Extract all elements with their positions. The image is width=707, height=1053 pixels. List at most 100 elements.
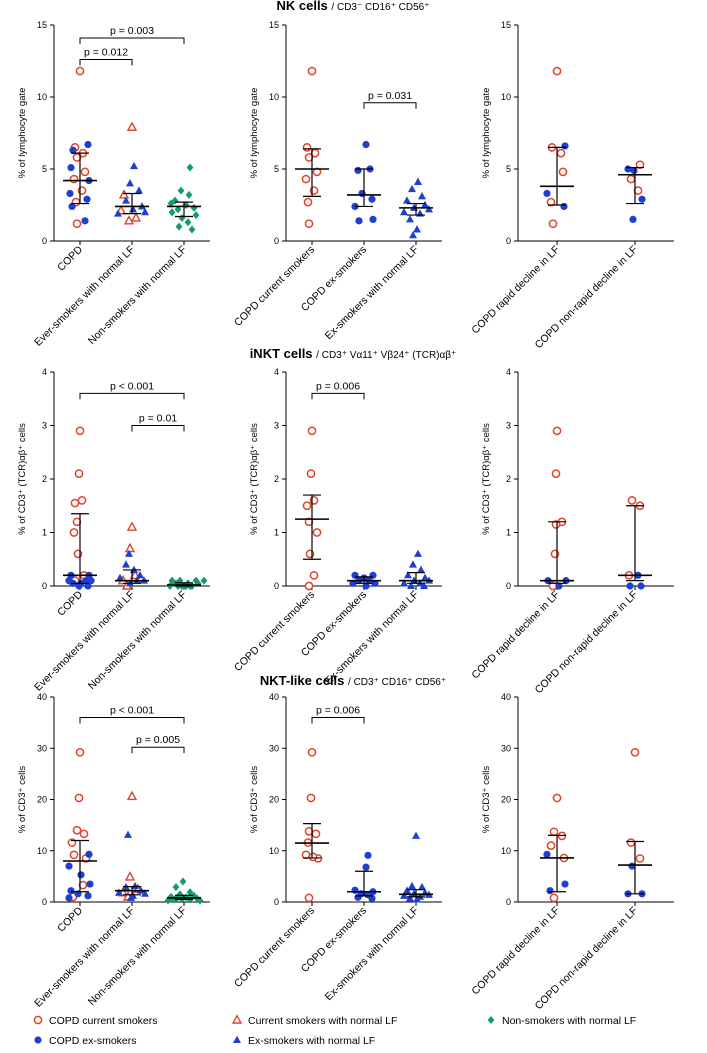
data-point (123, 215, 135, 225)
legend-label: Ex-smokers with normal LF (248, 1035, 375, 1047)
data-point (192, 211, 200, 220)
y-tick-label: 0 (506, 581, 511, 591)
data-point (307, 66, 317, 76)
data-point (122, 196, 130, 204)
data-point (560, 202, 568, 211)
data-point (168, 208, 176, 217)
category-label: Ever-smokers with normal LF (32, 244, 137, 349)
y-tick-label: 30 (37, 743, 47, 753)
data-point (403, 196, 411, 204)
category-label: Ex-smokers with normal LF (323, 589, 421, 687)
data-point (75, 426, 85, 436)
legend-item: Current smokers with normal LF (231, 1014, 397, 1027)
significance-bracket (131, 746, 185, 754)
data-point (131, 881, 139, 890)
chart-panel-0-2: 0 5 10 15 % of lymphocyte gate COPD rapid dec… (469, 20, 674, 351)
data-point (129, 205, 137, 213)
data-point (304, 893, 314, 903)
data-point (421, 200, 429, 208)
category-label: COPD current smokers (232, 905, 317, 990)
data-point (304, 219, 314, 229)
row-title-inkt: iNKT cells / CD3⁺ Vα11⁺ Vβ24⁺ (TCR)αβ⁺ (250, 346, 457, 361)
data-point (368, 195, 376, 203)
data-point (66, 189, 74, 198)
data-point (629, 215, 637, 223)
data-point (86, 880, 94, 888)
y-tick-label: 2 (274, 474, 279, 484)
data-point (141, 207, 149, 216)
data-point (354, 166, 362, 175)
category-label: COPD rapid decline in LF (469, 244, 562, 337)
significance-bracket (79, 717, 185, 724)
data-point (65, 894, 73, 902)
data-point (77, 496, 87, 505)
y-tick-label: 5 (506, 164, 511, 174)
legend-item: COPD current smokers (33, 1015, 158, 1027)
data-point (312, 528, 322, 537)
p-value-label: p = 0.006 (316, 705, 360, 717)
data-point (362, 582, 370, 590)
y-tick-label: 2 (42, 474, 47, 484)
data-point (74, 793, 84, 803)
data-point (552, 66, 562, 76)
p-value-label: p < 0.001 (110, 705, 154, 717)
y-tick-label: 10 (501, 92, 511, 102)
category-label: COPD (55, 588, 85, 618)
data-point (409, 560, 417, 568)
data-point (74, 469, 84, 478)
y-tick-label: 3 (506, 421, 511, 431)
data-point (69, 850, 79, 860)
category-label: Ever-smokers with normal LF (32, 905, 137, 1010)
data-point (130, 565, 138, 573)
data-point (404, 571, 412, 579)
chart-panel-1-0: 0 1 2 3 4 % of CD3⁺ (TCR)αβ⁺ cells COPDEver-sm… (17, 367, 210, 694)
data-point (627, 496, 637, 505)
data-point (416, 579, 424, 587)
legend-marker-icon (487, 1016, 495, 1024)
row-title-nktlike: NKT-like cells / CD3⁺ CD16⁺ CD56⁺ (260, 673, 446, 688)
legend-marker-icon (33, 1015, 43, 1025)
data-point (75, 582, 83, 590)
data-point (124, 871, 136, 881)
data-point (546, 887, 554, 895)
y-tick-label: 0 (42, 236, 47, 246)
data-point (548, 219, 558, 229)
data-point (65, 862, 73, 870)
data-point (408, 881, 416, 890)
data-point (84, 140, 92, 149)
data-point (301, 174, 311, 184)
data-point (309, 570, 319, 580)
y-tick-label: 1 (274, 528, 279, 538)
data-point (406, 894, 414, 902)
data-point (303, 197, 313, 207)
data-point (302, 143, 312, 152)
y-tick-label: 30 (269, 743, 279, 753)
significance-bracket (79, 59, 133, 66)
legend-label: COPD ex-smokers (49, 1035, 137, 1047)
data-point (630, 748, 640, 757)
data-point (174, 205, 182, 214)
category-label: Non-smokers with normal LF (86, 905, 189, 1008)
data-point (186, 888, 194, 897)
data-point (186, 163, 194, 172)
data-point (635, 854, 645, 863)
y-tick-label: 5 (42, 164, 47, 174)
chart-panel-1-1: 0 1 2 3 4 % of CD3⁺ (TCR)αβ⁺ cells COPD curren… (232, 367, 442, 687)
y-tick-label: 5 (274, 164, 279, 174)
data-point (543, 189, 551, 198)
data-point (630, 166, 638, 175)
data-point (551, 520, 561, 529)
category-label: COPD current smokers (232, 244, 317, 329)
category-label: COPD rapid decline in LF (469, 905, 562, 998)
data-point (420, 581, 428, 589)
data-point (304, 581, 314, 591)
p-value-label: p = 0.012 (84, 47, 128, 59)
data-point (355, 217, 363, 225)
data-point (626, 174, 636, 184)
legend-marker-icon (233, 1035, 241, 1043)
data-point (306, 469, 316, 478)
chart-panel-1-2: 0 1 2 3 4 % of CD3⁺ (TCR)αβ⁺ cells COPD rapid … (469, 367, 674, 696)
p-value-label: p = 0.006 (316, 380, 360, 392)
legend-label: COPD current smokers (49, 1015, 158, 1027)
